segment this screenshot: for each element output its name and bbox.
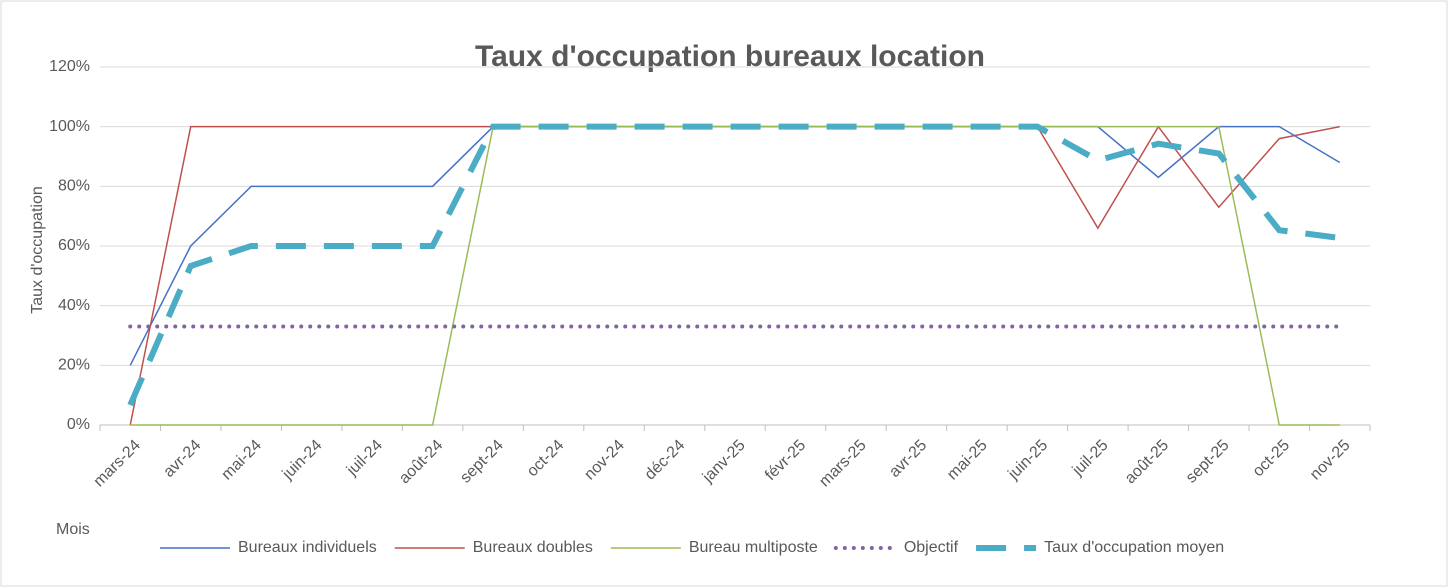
series-line: [127, 123, 1341, 407]
legend-label: Objectif: [904, 539, 959, 556]
legend-label: Bureau multiposte: [689, 539, 818, 556]
y-tick-label: 0%: [67, 416, 90, 433]
y-tick-label: 20%: [58, 357, 90, 374]
chart-title: Taux d'occupation bureaux location: [475, 40, 985, 73]
legend-label: Taux d'occupation moyen: [1044, 539, 1224, 556]
y-tick-label: 100%: [49, 118, 90, 135]
y-tick-label: 80%: [58, 178, 90, 195]
legend-label: Bureaux doubles: [473, 539, 593, 556]
y-axis-label: Taux d'occupation: [29, 186, 46, 314]
x-axis-label: Mois: [56, 521, 90, 538]
y-tick-label: 60%: [58, 237, 90, 254]
legend-label: Bureaux individuels: [238, 539, 377, 556]
y-tick-label: 40%: [58, 297, 90, 314]
y-tick-label: 120%: [49, 58, 90, 75]
